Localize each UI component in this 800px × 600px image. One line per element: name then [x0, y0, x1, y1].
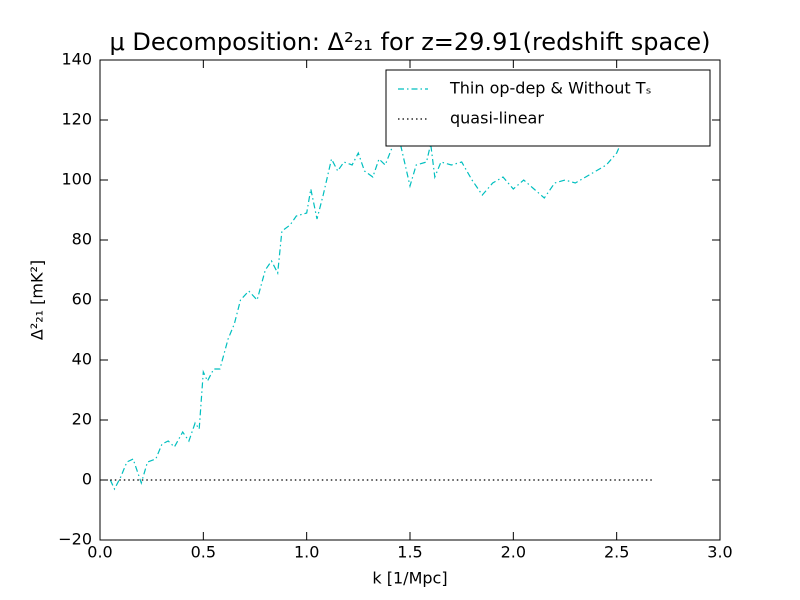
- x-tick-label: 0.0: [87, 543, 112, 562]
- data-line: [109, 128, 628, 491]
- plot-frame: [99, 59, 721, 541]
- x-tick-label: 1.0: [294, 543, 319, 562]
- y-tick-label: 60: [72, 290, 92, 309]
- x-tick-label: 2.5: [604, 543, 629, 562]
- y-tick-label: 120: [61, 110, 92, 129]
- x-axis-label: k [1/Mpc]: [372, 569, 447, 588]
- y-tick-label: 100: [61, 170, 92, 189]
- chart-title: μ Decomposition: Δ²₂₁ for z=29.91(redshi…: [109, 28, 710, 56]
- y-tick-label: 20: [72, 410, 92, 429]
- legend-label: quasi-linear: [450, 109, 544, 128]
- y-tick-label: 140: [61, 50, 92, 69]
- legend-label: Thin op-dep & Without Tₛ: [449, 79, 652, 98]
- x-tick-label: 2.0: [501, 543, 526, 562]
- x-tick-label: 0.5: [191, 543, 216, 562]
- y-tick-label: −20: [58, 530, 92, 549]
- legend-box: [385, 69, 711, 147]
- y-tick-label: 40: [72, 350, 92, 369]
- y-axis-label: Δ²₂₁ [mK²]: [28, 260, 47, 340]
- y-tick-label: 0: [82, 470, 92, 489]
- y-tick-label: 80: [72, 230, 92, 249]
- x-tick-label: 1.5: [397, 543, 422, 562]
- x-tick-label: 3.0: [707, 543, 732, 562]
